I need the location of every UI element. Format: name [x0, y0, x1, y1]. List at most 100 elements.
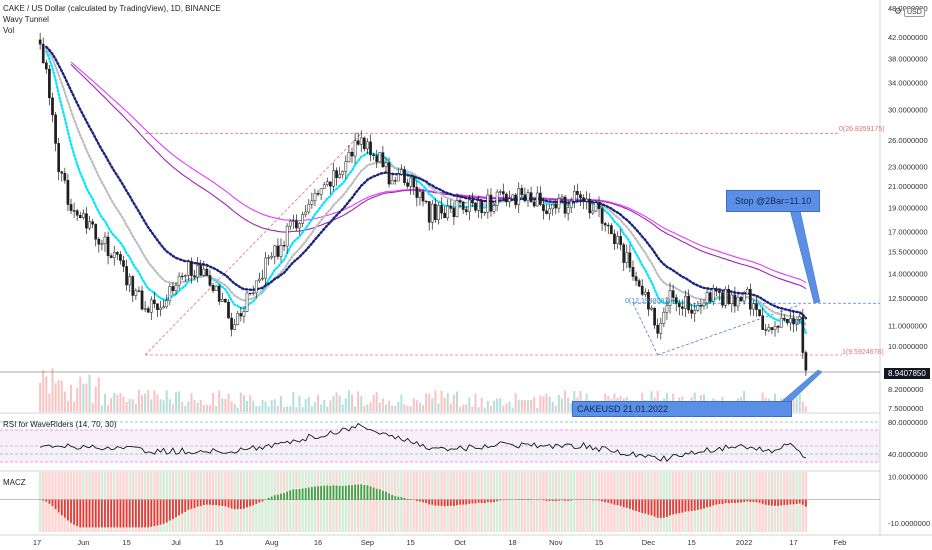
candle-body[interactable] [359, 137, 363, 145]
candle-body[interactable] [705, 292, 709, 304]
candle-body[interactable] [458, 200, 462, 203]
candle-body[interactable] [156, 303, 159, 310]
candle-body[interactable] [316, 193, 320, 195]
candle-body[interactable] [542, 204, 545, 212]
candle-body[interactable] [622, 244, 626, 263]
candle-body[interactable] [677, 303, 681, 308]
candle-body[interactable] [684, 295, 687, 309]
candle-body[interactable] [208, 275, 212, 286]
candle-body[interactable] [267, 257, 270, 259]
candle-body[interactable] [418, 191, 422, 198]
candle-body[interactable] [125, 266, 128, 286]
candle-body[interactable] [242, 311, 246, 317]
candle-body[interactable] [41, 43, 45, 64]
candle-body[interactable] [254, 280, 258, 294]
candle-body[interactable] [112, 252, 116, 258]
candle-body[interactable] [505, 193, 508, 203]
candle-body[interactable] [63, 172, 67, 181]
candle-body[interactable] [563, 196, 567, 214]
settings-icon[interactable]: ⚙ [894, 6, 903, 16]
candle-body[interactable] [88, 221, 91, 229]
candle-body[interactable] [273, 245, 277, 257]
candle-body[interactable] [233, 324, 237, 330]
candle-body[interactable] [406, 182, 409, 187]
candle-body[interactable] [730, 294, 734, 304]
candle-body[interactable] [579, 194, 582, 198]
candle-body[interactable] [659, 323, 663, 334]
candle-body[interactable] [801, 316, 805, 353]
candle-body[interactable] [653, 307, 656, 326]
candle-body[interactable] [668, 290, 672, 306]
candle-body[interactable] [736, 296, 740, 307]
candle-body[interactable] [742, 293, 746, 302]
candle-body[interactable] [137, 290, 141, 292]
candle-body[interactable] [721, 292, 724, 306]
candle-body[interactable] [464, 209, 468, 213]
candle-body[interactable] [789, 318, 792, 324]
candle-body[interactable] [532, 201, 536, 207]
candle-body[interactable] [696, 305, 700, 311]
candle-body[interactable] [576, 190, 579, 195]
candle-body[interactable] [168, 286, 172, 301]
candle-body[interactable] [634, 276, 638, 281]
candle-body[interactable] [310, 200, 314, 205]
candle-body[interactable] [758, 309, 761, 316]
candle-body[interactable] [767, 327, 771, 331]
candle-body[interactable] [165, 300, 169, 307]
candle-body[interactable] [363, 137, 366, 150]
candle-body[interactable] [582, 197, 585, 202]
candle-body[interactable] [545, 210, 548, 214]
candle-body[interactable] [91, 221, 94, 225]
candle-body[interactable] [446, 205, 450, 219]
candle-body[interactable] [412, 177, 416, 188]
candle-body[interactable] [205, 268, 209, 276]
candle-body[interactable] [51, 97, 54, 116]
candle-body[interactable] [230, 317, 233, 330]
candle-body[interactable] [687, 295, 690, 311]
candle-body[interactable] [162, 306, 165, 309]
rsi-pane[interactable] [0, 421, 880, 463]
candle-body[interactable] [585, 198, 589, 202]
candle-body[interactable] [202, 268, 206, 276]
candle-body[interactable] [72, 210, 76, 212]
candle-body[interactable] [770, 327, 774, 330]
candle-body[interactable] [792, 318, 795, 325]
candle-body[interactable] [656, 324, 660, 334]
candle-body[interactable] [745, 288, 749, 295]
candle-body[interactable] [57, 143, 61, 172]
candle-body[interactable] [681, 306, 684, 309]
candle-body[interactable] [384, 162, 388, 168]
candle-body[interactable] [474, 202, 477, 211]
candle-body[interactable] [325, 181, 329, 186]
candle-body[interactable] [671, 290, 675, 298]
candle-body[interactable] [551, 203, 555, 210]
candle-body[interactable] [699, 305, 703, 307]
candle-body[interactable] [511, 194, 514, 200]
candle-body[interactable] [662, 311, 666, 324]
candle-body[interactable] [455, 200, 459, 217]
candle-body[interactable] [338, 174, 341, 179]
symbol-callout[interactable]: CAKEUSD 21.01.2022 [572, 401, 792, 417]
candle-body[interactable] [217, 285, 221, 302]
candle-body[interactable] [378, 152, 382, 163]
candle-body[interactable] [776, 325, 780, 328]
candle-body[interactable] [557, 198, 561, 209]
candle-body[interactable] [486, 194, 490, 213]
candle-body[interactable] [755, 303, 758, 310]
candle-body[interactable] [44, 62, 48, 70]
candle-body[interactable] [100, 243, 104, 245]
candle-body[interactable] [440, 205, 443, 214]
candle-body[interactable] [520, 188, 524, 195]
candle-body[interactable] [372, 154, 375, 156]
candle-body[interactable] [795, 319, 798, 325]
candle-body[interactable] [631, 267, 635, 277]
candle-body[interactable] [804, 352, 808, 371]
candle-body[interactable] [66, 180, 70, 205]
candle-body[interactable] [718, 290, 721, 293]
candles[interactable] [38, 32, 808, 376]
candle-body[interactable] [319, 188, 323, 195]
candle-body[interactable] [403, 169, 406, 184]
candle-body[interactable] [295, 220, 298, 229]
candle-body[interactable] [174, 284, 178, 292]
candle-body[interactable] [665, 305, 669, 313]
